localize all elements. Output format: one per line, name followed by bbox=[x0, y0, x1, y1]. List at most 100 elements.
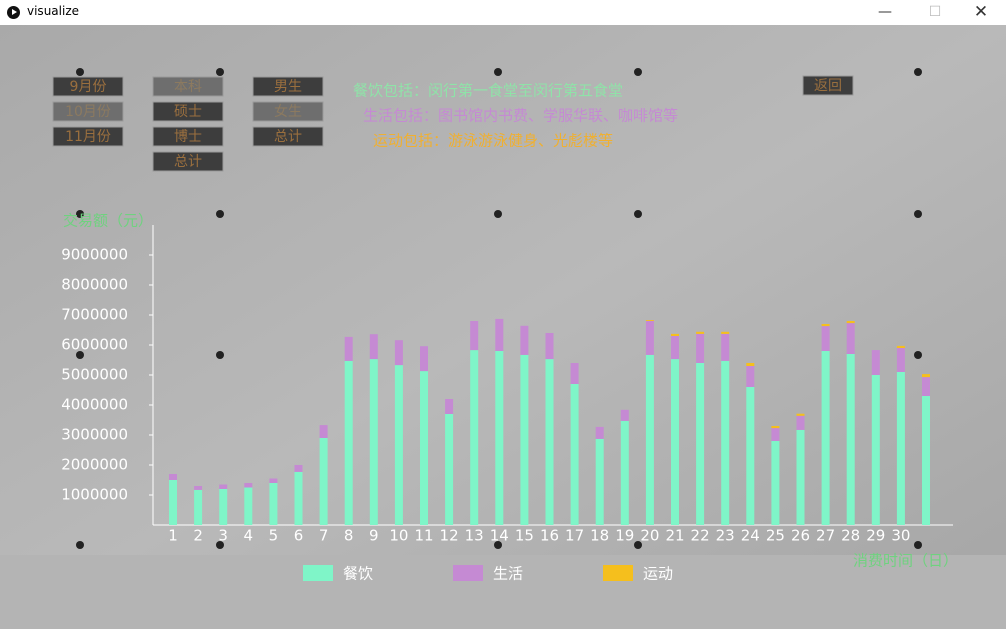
bar-segment bbox=[896, 345, 905, 348]
floor bbox=[0, 555, 1006, 629]
button-label[interactable]: 博士 bbox=[174, 128, 202, 145]
bar-segment bbox=[595, 426, 604, 439]
bar-segment bbox=[671, 333, 679, 336]
bar-segment bbox=[922, 374, 930, 378]
x-tick-label: 2 bbox=[193, 527, 203, 545]
bar-segment bbox=[394, 340, 403, 366]
button[interactable] bbox=[52, 126, 124, 147]
bar-segment bbox=[721, 360, 730, 525]
button[interactable] bbox=[802, 75, 854, 96]
x-tick-label: 23 bbox=[716, 527, 735, 545]
y-tick-label: 6000000 bbox=[61, 336, 128, 354]
legend-swatch bbox=[303, 565, 333, 581]
button-label[interactable]: 本科 bbox=[174, 79, 202, 95]
x-tick-label: 28 bbox=[841, 527, 860, 545]
bar-segment bbox=[194, 489, 203, 525]
x-tick-label: 29 bbox=[866, 527, 885, 545]
window-title: visualize bbox=[27, 4, 79, 18]
bar-segment bbox=[219, 489, 228, 525]
x-tick-label: 10 bbox=[389, 527, 408, 545]
bar-segment bbox=[645, 320, 654, 321]
bar-segment bbox=[570, 384, 579, 525]
x-tick-label: 3 bbox=[218, 527, 228, 545]
y-tick-label: 3000000 bbox=[61, 426, 128, 444]
button[interactable] bbox=[252, 126, 324, 147]
button[interactable] bbox=[152, 101, 224, 122]
maximize[interactable]: ☐ bbox=[928, 4, 942, 20]
bar-segment bbox=[545, 359, 554, 525]
bar-segment bbox=[746, 363, 755, 366]
app-icon bbox=[7, 6, 20, 19]
title-bar: visualize — ☐ ✕ bbox=[0, 0, 1006, 26]
bar-segment bbox=[896, 372, 905, 525]
bar-segment bbox=[645, 354, 654, 525]
bar-segment bbox=[595, 438, 604, 525]
note: 运动包括：游泳游泳健身、光彪楼等 bbox=[373, 132, 613, 150]
minimize[interactable]: — bbox=[878, 4, 892, 20]
button-label[interactable]: 男生 bbox=[274, 79, 302, 95]
bar-segment bbox=[319, 425, 328, 438]
bar-segment bbox=[821, 351, 830, 525]
bar-segment bbox=[420, 371, 428, 525]
x-tick-label: 16 bbox=[540, 527, 559, 545]
x-tick-label: 20 bbox=[640, 527, 659, 545]
button[interactable] bbox=[52, 101, 124, 122]
x-axis-label: 消费时间（日） bbox=[853, 552, 958, 570]
y-axis-label: 交易额（元） bbox=[63, 212, 153, 230]
x-tick-label: 22 bbox=[691, 527, 710, 545]
bar-segment bbox=[771, 441, 780, 525]
bar-segment bbox=[922, 377, 930, 396]
button-label[interactable]: 返回 bbox=[814, 78, 842, 94]
button[interactable] bbox=[152, 126, 224, 147]
button-label[interactable]: 女生 bbox=[274, 103, 302, 120]
bar-segment bbox=[269, 483, 278, 525]
bar-segment bbox=[846, 323, 855, 354]
bar-segment bbox=[344, 336, 353, 361]
bar-segment bbox=[620, 420, 629, 525]
bar-segment bbox=[922, 396, 930, 525]
button[interactable] bbox=[152, 151, 224, 172]
note: 生活包括：图书馆内书费、学服华联、咖啡馆等 bbox=[363, 107, 678, 125]
button-label[interactable]: 11月份 bbox=[65, 129, 111, 145]
button-label[interactable]: 9月份 bbox=[70, 79, 107, 95]
y-tick-label: 5000000 bbox=[61, 366, 128, 384]
bar-segment bbox=[871, 375, 880, 525]
legend-swatch bbox=[453, 565, 483, 581]
bar-segment bbox=[896, 348, 905, 372]
bar-segment bbox=[269, 478, 278, 483]
legend-label: 餐饮 bbox=[343, 565, 373, 583]
button[interactable] bbox=[152, 76, 224, 97]
bar-segment bbox=[445, 414, 454, 525]
button-label[interactable]: 总计 bbox=[174, 154, 202, 170]
bar-segment bbox=[319, 438, 328, 525]
bar-segment bbox=[771, 428, 780, 441]
button[interactable] bbox=[252, 101, 324, 122]
bar-segment bbox=[771, 426, 780, 429]
button-label[interactable]: 总计 bbox=[274, 129, 302, 145]
button-label[interactable]: 硕士 bbox=[174, 104, 202, 120]
button[interactable] bbox=[52, 76, 124, 97]
x-tick-label: 17 bbox=[565, 527, 584, 545]
x-tick-label: 9 bbox=[369, 527, 379, 545]
bar-segment bbox=[169, 474, 177, 480]
bar-segment bbox=[671, 359, 679, 525]
bar-segment bbox=[420, 346, 428, 372]
close[interactable]: ✕ bbox=[973, 2, 989, 22]
bar-segment bbox=[570, 363, 579, 384]
legend-label: 运动 bbox=[643, 565, 673, 583]
button-label[interactable]: 10月份 bbox=[65, 104, 111, 120]
bar-segment bbox=[821, 326, 830, 351]
y-tick-label: 7000000 bbox=[61, 306, 128, 324]
x-tick-label: 24 bbox=[741, 527, 760, 545]
bar-segment bbox=[545, 333, 554, 360]
y-tick-label: 1000000 bbox=[61, 486, 128, 504]
app-canvas: 餐饮包括：闵行第一食堂至闵行第五食堂 生活包括：图书馆内书费、学服华联、咖啡馆等… bbox=[0, 25, 1006, 629]
x-tick-label: 12 bbox=[440, 527, 459, 545]
y-tick-label: 9000000 bbox=[61, 246, 128, 264]
x-tick-label: 5 bbox=[269, 527, 279, 545]
button[interactable] bbox=[252, 76, 324, 97]
bar-segment bbox=[671, 336, 679, 360]
x-tick-label: 7 bbox=[319, 527, 329, 545]
x-tick-label: 25 bbox=[766, 527, 785, 545]
bar-segment bbox=[721, 331, 730, 334]
